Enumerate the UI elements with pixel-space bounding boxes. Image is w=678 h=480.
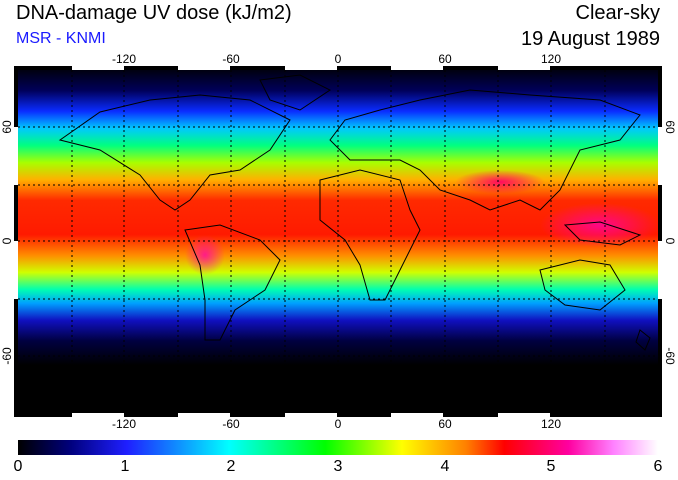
colorbar-label-1: 1 [120,458,130,475]
lat-tick-right-2: 0 [663,238,677,245]
tibet-maximum [455,170,545,194]
lon-tick-bottom-5: 120 [541,417,561,431]
coastlines [58,74,651,351]
indonesia-maximum [540,203,658,247]
map-title: DNA-damage UV dose (kJ/m2) [16,2,292,24]
colorbar-label-5: 5 [546,458,556,475]
sky-condition: Clear-sky [575,2,660,24]
lon-tick-bottom-1: -120 [112,417,136,431]
colorbar-label-6: 6 [653,458,663,475]
lon-tick-top-1: -120 [112,52,136,66]
lat-tick-left-1: 60 [0,120,14,134]
graticule [18,70,658,413]
lat-tick-right-3: -60 [663,347,677,365]
lon-tick-bottom-4: 60 [438,417,452,431]
lon-tick-top-3: 0 [335,52,342,66]
lat-tick-right-1: 60 [663,120,677,134]
andes-maximum [185,235,225,275]
lon-tick-top-4: 60 [438,52,452,66]
colorbar-label-0: 0 [13,458,23,475]
map-subtitle: MSR - KNMI [16,30,106,47]
colorbar-label-2: 2 [226,458,236,475]
colorbar-label-3: 3 [333,458,343,475]
frame-ticks [14,66,662,417]
colorbar [18,440,658,455]
lon-tick-top-5: 120 [541,52,561,66]
map-date: 19 August 1989 [520,28,660,50]
lat-tick-left-2: 0 [0,237,14,244]
lon-tick-top-2: -60 [222,52,240,66]
lat-tick-left-3: -60 [0,347,14,365]
colorbar-label-4: 4 [440,458,450,475]
lon-tick-bottom-2: -60 [222,417,240,431]
lon-tick-bottom-3: 0 [335,417,342,431]
